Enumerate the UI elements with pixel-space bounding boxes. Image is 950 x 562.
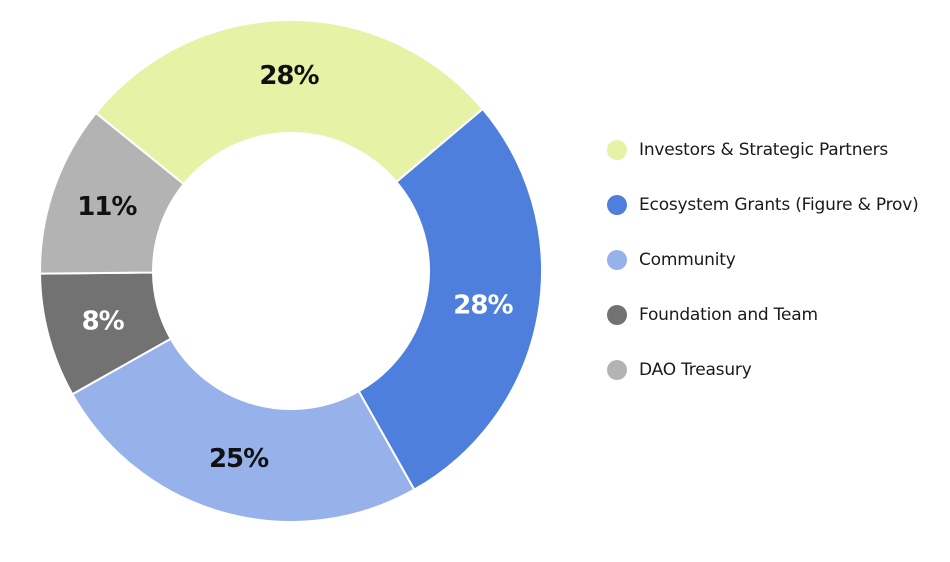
legend-swatch bbox=[607, 195, 627, 215]
legend-item: Investors & Strategic Partners bbox=[607, 134, 937, 167]
slice-data-label: 8% bbox=[82, 306, 125, 336]
legend-swatch bbox=[607, 250, 627, 270]
donut-chart: 28% 28% 25% 8% 11% bbox=[39, 19, 543, 523]
slice-data-label: 28% bbox=[259, 61, 319, 91]
legend-label: Ecosystem Grants (Figure & Prov) bbox=[639, 195, 919, 215]
slice-data-label: 25% bbox=[209, 444, 269, 474]
donut-slices bbox=[39, 19, 543, 523]
legend-item: Community bbox=[607, 244, 937, 277]
donut-data-labels: 28% 28% 25% 8% 11% bbox=[77, 61, 514, 474]
donut-slice bbox=[70, 337, 416, 523]
chart-legend: Investors & Strategic Partners Ecosystem … bbox=[607, 134, 937, 409]
donut-slice bbox=[94, 19, 485, 186]
legend-swatch bbox=[607, 360, 627, 380]
legend-item: Foundation and Team bbox=[607, 299, 937, 332]
legend-label: DAO Treasury bbox=[639, 360, 752, 380]
legend-label: Community bbox=[639, 250, 736, 270]
legend-item: Ecosystem Grants (Figure & Prov) bbox=[607, 189, 937, 222]
legend-label: Foundation and Team bbox=[639, 305, 818, 325]
donut-slice bbox=[357, 107, 543, 492]
legend-label: Investors & Strategic Partners bbox=[639, 140, 889, 160]
legend-swatch bbox=[607, 305, 627, 325]
legend-swatch bbox=[607, 140, 627, 160]
legend-item: DAO Treasury bbox=[607, 354, 937, 387]
slice-data-label: 11% bbox=[77, 192, 137, 222]
slice-data-label: 28% bbox=[453, 291, 513, 321]
donut-slice bbox=[39, 111, 186, 275]
